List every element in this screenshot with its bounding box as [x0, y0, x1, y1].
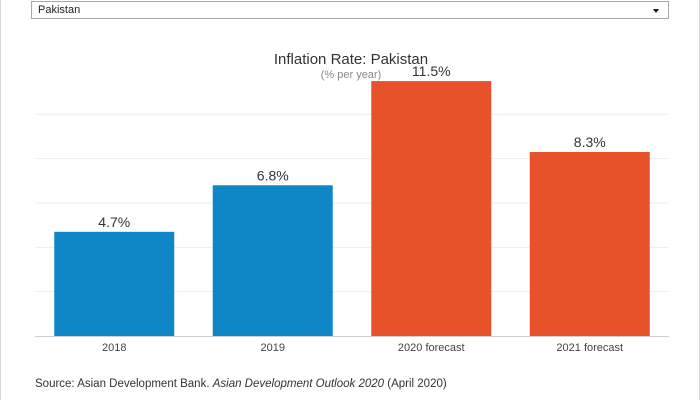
- bar-2020-forecast[interactable]: [371, 81, 492, 336]
- bar-value-label: 8.3%: [574, 134, 606, 150]
- country-select-value: Pakistan: [38, 4, 81, 16]
- bar-2019[interactable]: [212, 185, 333, 336]
- source-note: Source: Asian Development Bank. Asian De…: [35, 378, 447, 390]
- bar-2018[interactable]: [54, 231, 175, 336]
- source-suffix: (April 2020): [384, 378, 447, 390]
- chevron-down-icon[interactable]: [653, 9, 659, 13]
- chart-subtitle: (% per year): [320, 69, 382, 81]
- bar-2021-forecast[interactable]: [529, 152, 650, 336]
- bar-value-label: 4.7%: [98, 214, 130, 230]
- x-tick-label: 2018: [102, 342, 126, 354]
- x-tick-label: 2020 forecast: [398, 342, 465, 354]
- source-publication-title: Asian Development Outlook 2020: [212, 378, 385, 390]
- bar-value-label: 6.8%: [257, 167, 289, 183]
- x-tick-label: 2021 forecast: [556, 342, 623, 354]
- chart-title: Inflation Rate: Pakistan: [273, 51, 429, 68]
- x-tick-label: 2019: [261, 342, 285, 354]
- country-select[interactable]: Pakistan: [31, 1, 669, 19]
- bar-value-label: 11.5%: [412, 63, 451, 79]
- source-prefix: Source: Asian Development Bank.: [35, 378, 213, 390]
